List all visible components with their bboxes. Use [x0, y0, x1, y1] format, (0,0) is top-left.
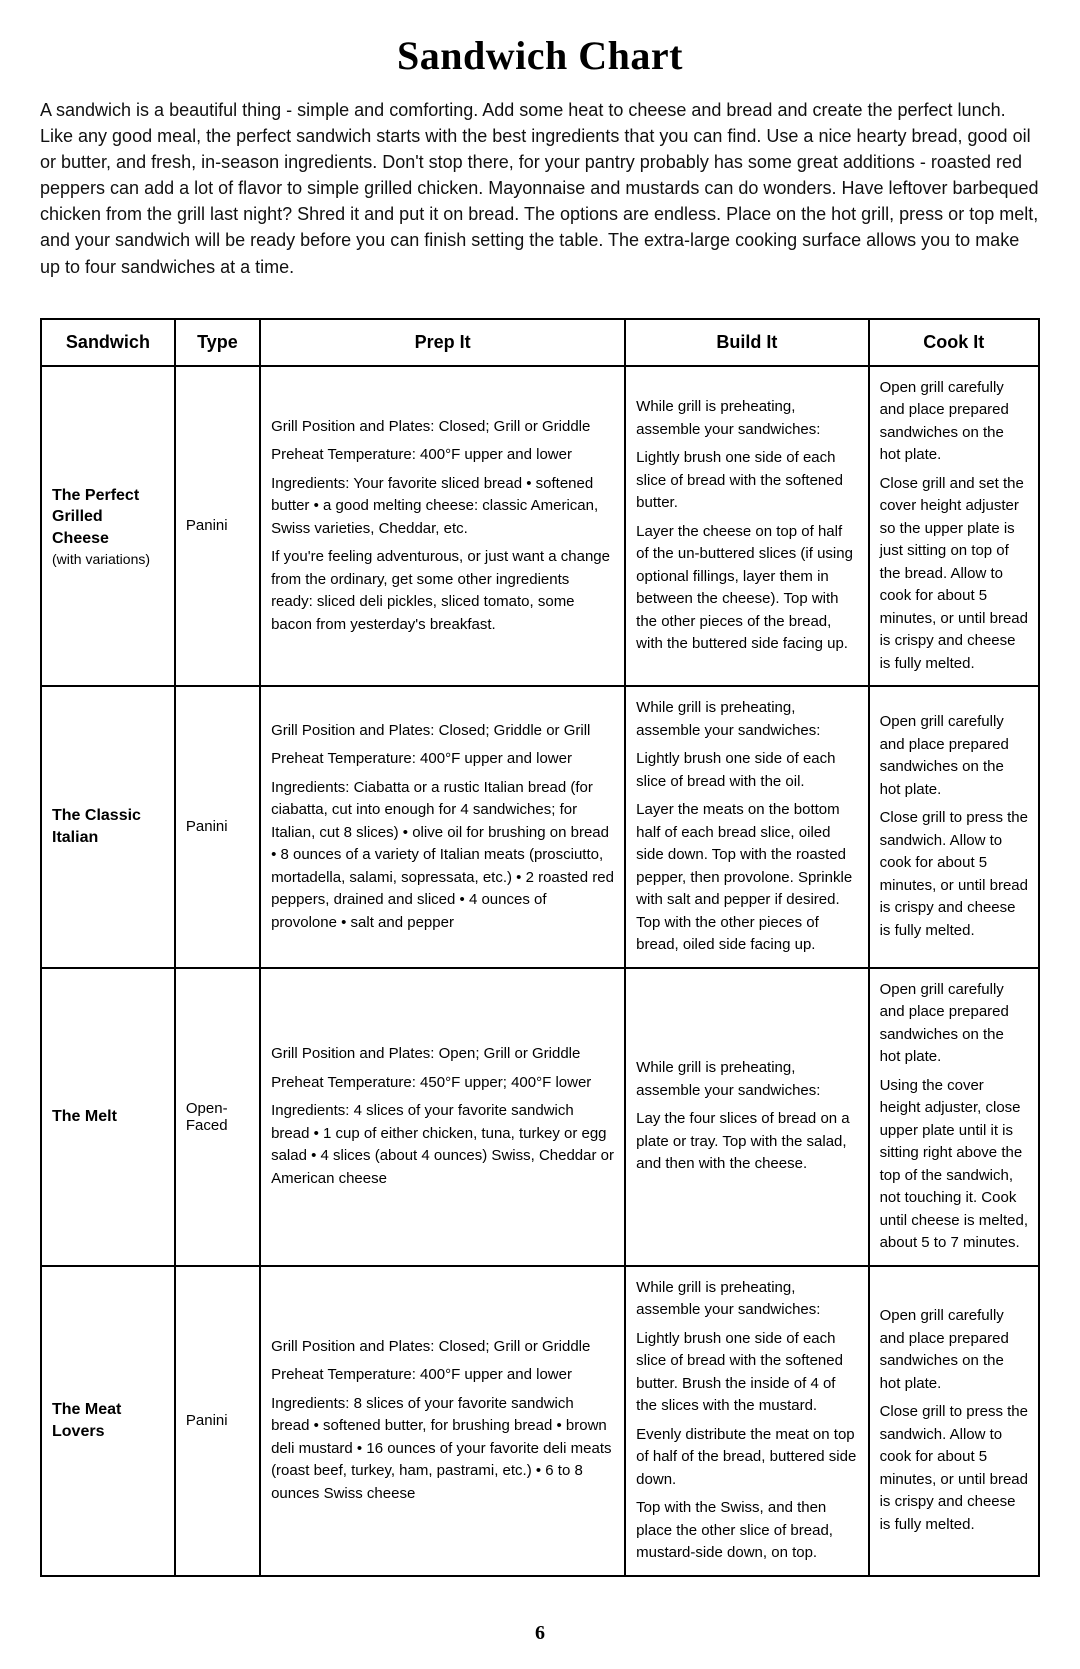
prep-cell: Grill Position and Plates: Closed; Grill… [260, 1266, 625, 1576]
build-line: Layer the meats on the bottom half of ea… [636, 799, 857, 957]
prep-line: Grill Position and Plates: Closed; Grill… [271, 1336, 614, 1359]
build-line: Lightly brush one side of each slice of … [636, 1328, 857, 1418]
sandwich-type-cell: Panini [175, 686, 260, 968]
prep-line: Preheat Temperature: 400°F upper and low… [271, 1364, 614, 1387]
build-cell: While grill is preheating, assemble your… [625, 968, 868, 1266]
build-line: Layer the cheese on top of half of the u… [636, 521, 857, 656]
cook-line: Close grill to press the sandwich. Allow… [880, 1401, 1028, 1536]
prep-line: If you're feeling adventurous, or just w… [271, 546, 614, 636]
col-header-build: Build It [625, 319, 868, 366]
sandwich-name-sub: (with variations) [52, 551, 164, 567]
sandwich-type-cell: Panini [175, 366, 260, 687]
intro-paragraph: A sandwich is a beautiful thing - simple… [40, 97, 1040, 280]
sandwich-table: Sandwich Type Prep It Build It Cook It T… [40, 318, 1040, 1577]
prep-line: Preheat Temperature: 450°F upper; 400°F … [271, 1072, 614, 1095]
build-line: Evenly distribute the meat on top of hal… [636, 1424, 857, 1492]
build-line: While grill is preheating, assemble your… [636, 1277, 857, 1322]
sandwich-type-cell: Panini [175, 1266, 260, 1576]
sandwich-name-cell: The Classic Italian [41, 686, 175, 968]
sandwich-name: The Meat Lovers [52, 1401, 121, 1440]
build-cell: While grill is preheating, assemble your… [625, 366, 868, 687]
prep-cell: Grill Position and Plates: Open; Grill o… [260, 968, 625, 1266]
prep-cell: Grill Position and Plates: Closed; Gridd… [260, 686, 625, 968]
prep-line: Preheat Temperature: 400°F upper and low… [271, 748, 614, 771]
cook-line: Close grill and set the cover height adj… [880, 473, 1028, 676]
build-line: While grill is preheating, assemble your… [636, 396, 857, 441]
cook-line: Close grill to press the sandwich. Allow… [880, 807, 1028, 942]
prep-cell: Grill Position and Plates: Closed; Grill… [260, 366, 625, 687]
page-number: 6 [0, 1622, 1080, 1645]
table-row: The Perfect Grilled Cheese (with variati… [41, 366, 1039, 687]
cook-line: Open grill carefully and place prepared … [880, 1305, 1028, 1395]
build-line: Lightly brush one side of each slice of … [636, 447, 857, 515]
sandwich-name-cell: The Perfect Grilled Cheese (with variati… [41, 366, 175, 687]
prep-line: Grill Position and Plates: Closed; Gridd… [271, 720, 614, 743]
cook-line: Open grill carefully and place prepared … [880, 377, 1028, 467]
table-body: The Perfect Grilled Cheese (with variati… [41, 366, 1039, 1576]
cook-cell: Open grill carefully and place prepared … [869, 968, 1039, 1266]
col-header-prep: Prep It [260, 319, 625, 366]
table-row: The Melt Open-Faced Grill Position and P… [41, 968, 1039, 1266]
build-line: While grill is preheating, assemble your… [636, 697, 857, 742]
sandwich-name: The Classic Italian [52, 807, 141, 846]
build-line: Lay the four slices of bread on a plate … [636, 1108, 857, 1176]
cook-cell: Open grill carefully and place prepared … [869, 1266, 1039, 1576]
sandwich-name-cell: The Melt [41, 968, 175, 1266]
col-header-cook: Cook It [869, 319, 1039, 366]
cook-line: Open grill carefully and place prepared … [880, 711, 1028, 801]
prep-line: Ingredients: Your favorite sliced bread … [271, 473, 614, 541]
prep-line: Preheat Temperature: 400°F upper and low… [271, 444, 614, 467]
cook-cell: Open grill carefully and place prepared … [869, 686, 1039, 968]
cook-line: Using the cover height adjuster, close u… [880, 1075, 1028, 1255]
sandwich-type-cell: Open-Faced [175, 968, 260, 1266]
table-row: The Meat Lovers Panini Grill Position an… [41, 1266, 1039, 1576]
cook-line: Open grill carefully and place prepared … [880, 979, 1028, 1069]
col-header-type: Type [175, 319, 260, 366]
build-line: Top with the Swiss, and then place the o… [636, 1497, 857, 1565]
sandwich-name-cell: The Meat Lovers [41, 1266, 175, 1576]
prep-line: Ingredients: 4 slices of your favorite s… [271, 1100, 614, 1190]
prep-line: Grill Position and Plates: Closed; Grill… [271, 416, 614, 439]
prep-line: Ingredients: 8 slices of your favorite s… [271, 1393, 614, 1506]
table-row: The Classic Italian Panini Grill Positio… [41, 686, 1039, 968]
col-header-sandwich: Sandwich [41, 319, 175, 366]
table-header-row: Sandwich Type Prep It Build It Cook It [41, 319, 1039, 366]
build-cell: While grill is preheating, assemble your… [625, 686, 868, 968]
cook-cell: Open grill carefully and place prepared … [869, 366, 1039, 687]
sandwich-name: The Perfect Grilled Cheese [52, 487, 139, 547]
page-title: Sandwich Chart [40, 32, 1040, 79]
build-line: Lightly brush one side of each slice of … [636, 748, 857, 793]
build-line: While grill is preheating, assemble your… [636, 1057, 857, 1102]
prep-line: Ingredients: Ciabatta or a rustic Italia… [271, 777, 614, 935]
prep-line: Grill Position and Plates: Open; Grill o… [271, 1043, 614, 1066]
build-cell: While grill is preheating, assemble your… [625, 1266, 868, 1576]
sandwich-name: The Melt [52, 1108, 117, 1125]
